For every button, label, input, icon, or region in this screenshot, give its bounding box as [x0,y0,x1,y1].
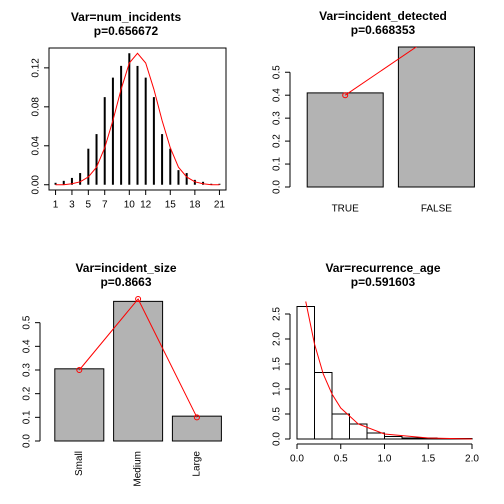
x-tick-label: 1.0 [378,454,392,465]
x-tick-label: 18 [189,200,201,211]
fit-point [193,414,200,421]
bar [306,92,384,188]
y-tick-label: 0.5 [272,65,283,79]
fit-line [305,301,473,440]
x-tick-label: FALSE [421,204,452,215]
chart-title: Var=recurrence_age [325,261,440,275]
y-tick-label: 0.12 [31,58,42,78]
y-tick-label: 1.5 [272,357,283,371]
hist-bar [314,372,333,440]
x-tick-label: 0.0 [290,454,304,465]
x-tick-label: 1.5 [421,454,435,465]
y-tick-label: 0.0 [272,432,283,446]
fit-line [55,52,220,186]
chart-title: Var=incident_detected [319,9,447,23]
fit-line [78,298,198,418]
y-tick-label: 2.5 [272,307,283,321]
chart-subtitle: p=0.668353 [351,23,416,37]
hist-bar [366,432,385,440]
x-tick-label: 2.0 [465,454,479,465]
y-tick-label: 0.3 [272,111,283,125]
y-tick-label: 0.0 [272,180,283,194]
bar [113,300,164,442]
chart-subtitle: p=0.8663 [100,275,151,289]
hist-bar [401,437,420,440]
hist-bar [331,413,350,440]
x-tick-label: 1 [53,200,59,211]
bar [397,46,475,188]
x-tick-label: Medium [133,451,144,487]
fit-point [135,296,142,302]
y-tick-label: 0.1 [22,410,33,424]
y-tick-label: 0.2 [272,134,283,148]
chart-title: Var=incident_size [75,261,176,275]
x-tick-label: 15 [165,200,177,211]
x-tick-label: 12 [140,200,152,211]
y-tick-label: 0.0 [22,434,33,448]
x-tick-label: 7 [102,200,108,211]
x-tick-label: 21 [214,200,226,211]
chart-subtitle: p=0.591603 [351,275,416,289]
fit-point [76,367,83,373]
hist-bar [384,436,403,440]
y-tick-label: 0.2 [22,386,33,400]
y-tick-label: 0.1 [272,157,283,171]
bar [54,368,105,442]
x-tick-label: Small [74,451,85,476]
y-tick-label: 0.5 [272,407,283,421]
y-tick-label: 0.4 [272,88,283,102]
chart-subtitle: p=0.656672 [94,24,159,38]
y-tick-label: 2.0 [272,332,283,346]
y-tick-label: 0.4 [22,339,33,353]
x-tick-label: TRUE [332,204,360,215]
plot-box [48,47,227,191]
x-tick-label: 3 [69,200,75,211]
x-tick-label: Large [192,451,203,477]
y-tick-label: 0.04 [31,136,42,156]
fit-line [344,47,418,96]
x-tick-label: 5 [86,200,92,211]
y-tick-label: 0.3 [22,363,33,377]
x-tick-label: 0.5 [334,454,348,465]
fit-point [342,92,349,99]
y-tick-label: 0.5 [22,315,33,329]
x-tick-label: 10 [124,200,136,211]
hist-bar [296,306,315,440]
y-tick-label: 0.08 [31,97,42,117]
y-tick-label: 1.0 [272,382,283,396]
y-tick-label: 0.00 [31,175,42,195]
chart-title: Var=num_incidents [71,10,182,24]
